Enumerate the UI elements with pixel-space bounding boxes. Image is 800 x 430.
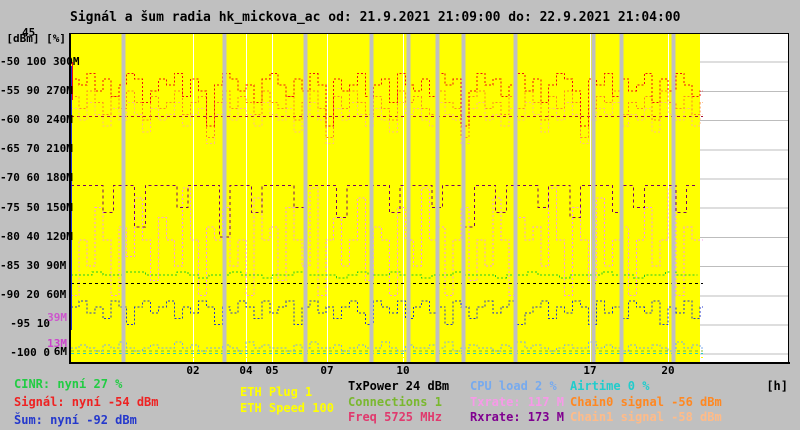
series-noise bbox=[71, 300, 703, 325]
future-area bbox=[700, 34, 788, 362]
v-gridline bbox=[403, 34, 404, 362]
x-tick-label: 17 bbox=[583, 364, 597, 377]
legend-item-eth-plug: ETH Plug 1 bbox=[240, 385, 313, 399]
y-tick-label: -100 0 bbox=[10, 346, 50, 359]
no-data-gap bbox=[619, 34, 624, 362]
no-data-gap bbox=[406, 34, 411, 362]
x-axis-unit-label: [h] bbox=[766, 379, 788, 393]
h-gridline bbox=[700, 178, 788, 180]
frame-left bbox=[69, 33, 71, 364]
h-gridline bbox=[700, 295, 788, 297]
y-tick-label: -95 10 bbox=[10, 317, 50, 330]
v-gridline bbox=[193, 34, 194, 362]
legend-item-rxrate: Rxrate: 173 M bbox=[470, 410, 564, 424]
legend-item-chain0: Chain0 signal -56 dBm bbox=[570, 395, 722, 409]
y-tick-label: -70 60 180M bbox=[0, 171, 73, 184]
y-tick-label: -50 100 300M bbox=[0, 55, 80, 68]
y-tick-label: -75 50 150M bbox=[0, 201, 73, 214]
no-data-gap bbox=[461, 34, 466, 362]
series-signal bbox=[71, 72, 703, 127]
legend-item-eth-speed: ETH Speed 100 bbox=[240, 401, 334, 415]
x-tick-label: 07 bbox=[320, 364, 334, 377]
v-gridline bbox=[327, 34, 328, 362]
legend-item-noise: Šum: nyní -92 dBm bbox=[14, 413, 137, 427]
legend-item-cpu: CPU load 2 % bbox=[470, 379, 557, 393]
frame-right bbox=[788, 33, 789, 364]
v-gridline bbox=[590, 34, 591, 362]
frame-top bbox=[69, 33, 789, 34]
y-axis-top-tick: 45 bbox=[22, 26, 36, 39]
legend-item-chain1: Chain1 signal -58 dBm bbox=[570, 410, 722, 424]
h-gridline bbox=[700, 120, 788, 122]
h-gridline bbox=[700, 207, 788, 209]
x-tick-label: 02 bbox=[186, 364, 200, 377]
h-gridline bbox=[700, 90, 788, 92]
h-gridline bbox=[700, 266, 788, 268]
y-axis-unit-label: [dBm] [%] bbox=[6, 32, 66, 45]
y-tick-label: -85 30 90M bbox=[0, 259, 67, 272]
y-tick-label: -65 70 210M bbox=[0, 142, 73, 155]
no-data-gap bbox=[222, 34, 227, 362]
x-tick-label: 10 bbox=[396, 364, 410, 377]
y-tick-label: -80 40 120M bbox=[0, 230, 73, 243]
no-data-gap bbox=[369, 34, 374, 362]
x-tick-label: 20 bbox=[661, 364, 675, 377]
legend-item-airtime: Airtime 0 % bbox=[570, 379, 650, 393]
no-data-gap bbox=[671, 34, 676, 362]
no-data-gap bbox=[513, 34, 518, 362]
legend-item-signal: Signál: nyní -54 dBm bbox=[14, 395, 159, 409]
h-gridline bbox=[700, 353, 788, 355]
y-tick-label-rate: 39M bbox=[47, 311, 67, 324]
frame-bottom bbox=[69, 362, 790, 364]
no-data-gap bbox=[303, 34, 308, 362]
x-tick-label: 04 bbox=[239, 364, 253, 377]
y-tick-label-rate: 6M bbox=[53, 345, 67, 358]
no-data-gap bbox=[435, 34, 440, 362]
series-chain1 bbox=[71, 102, 703, 144]
y-tick-label: -90 20 60M bbox=[0, 288, 67, 301]
legend-item-freq: Freq 5725 MHz bbox=[348, 410, 442, 424]
h-gridline bbox=[700, 324, 788, 326]
legend-item-cinr: CINR: nyní 27 % bbox=[14, 377, 123, 391]
h-gridline bbox=[700, 236, 788, 238]
v-gridline bbox=[272, 34, 273, 362]
y-tick-label-rate: 13M bbox=[47, 337, 67, 350]
y-tick-label: -55 90 270M bbox=[0, 84, 73, 97]
no-data-gap bbox=[591, 34, 596, 362]
h-gridline bbox=[700, 149, 788, 151]
legend-item-connections: Connections 1 bbox=[348, 395, 442, 409]
x-tick-label: 05 bbox=[265, 364, 279, 377]
h-gridline bbox=[700, 61, 788, 63]
series-chain0 bbox=[71, 90, 703, 139]
legend-item-txrate: Txrate: 117 M bbox=[470, 395, 564, 409]
legend-item-txpower: TxPower 24 dBm bbox=[348, 379, 450, 393]
no-data-gap bbox=[121, 34, 126, 362]
page-title: Signál a šum radia hk_mickova_ac od: 21.… bbox=[70, 10, 681, 25]
v-gridline bbox=[246, 34, 247, 362]
y-tick-label: -60 80 240M bbox=[0, 113, 73, 126]
series-txrate bbox=[71, 187, 703, 296]
